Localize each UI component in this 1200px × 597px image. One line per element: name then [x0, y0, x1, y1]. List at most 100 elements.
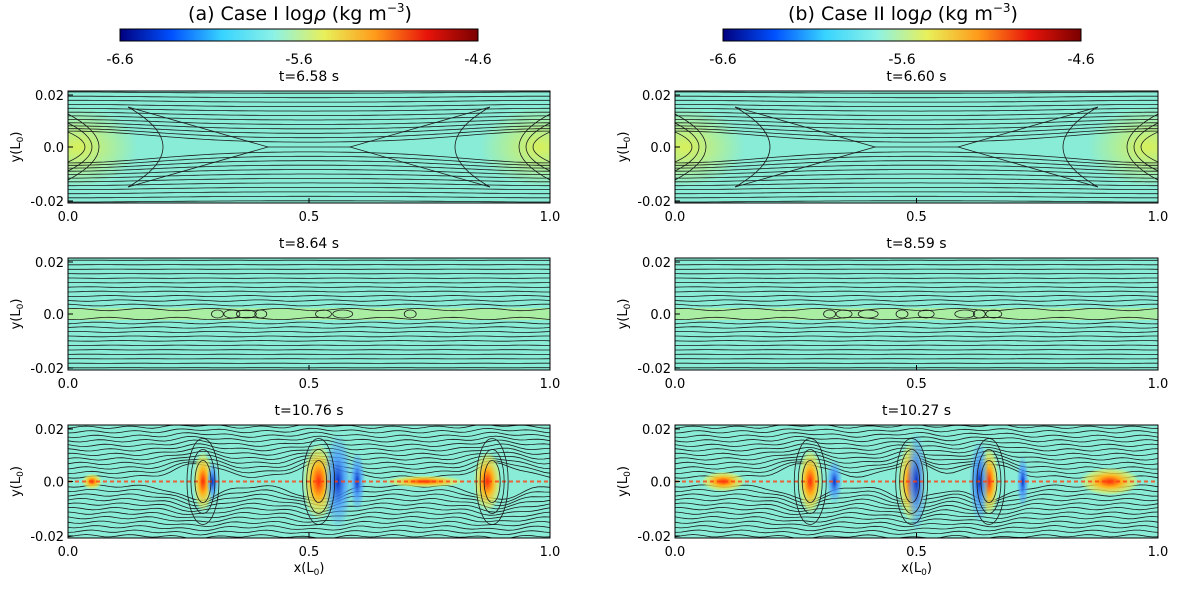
separatrix — [1126, 113, 1158, 181]
x-tick-label: 0.0 — [665, 545, 686, 560]
field-line — [68, 431, 550, 438]
field-line — [675, 321, 1158, 325]
x-axis-label: x(L0) — [901, 561, 932, 578]
field-line — [68, 160, 550, 169]
field-line — [68, 286, 550, 288]
field-line — [675, 529, 1158, 536]
field-line — [68, 111, 550, 116]
field-line — [68, 520, 550, 527]
y-tick-label: 0.0 — [650, 476, 671, 491]
plasmoid-contour — [895, 438, 929, 525]
column-a: (a) Case I logρ (kg m−3) -6.6 -5.6 -4.6 — [106, 1, 491, 68]
colorbar-a-tick-mid: -5.6 — [285, 52, 312, 68]
y-axis-label: y(L0) — [616, 132, 633, 163]
field-line — [675, 340, 1158, 342]
x-tick-label: 1.0 — [1148, 545, 1169, 560]
field-line — [675, 111, 1158, 116]
field-line — [68, 511, 550, 520]
y-tick-label: -0.02 — [637, 195, 671, 210]
panel-a-3: 0.0 0.5 1.00.020.0-0.02y(L0)x(L0)t=10.76 s — [9, 403, 560, 578]
field-lines — [675, 259, 1158, 369]
plasmoid-contour — [306, 449, 332, 514]
magnetic-island — [254, 309, 268, 319]
separatrix — [68, 131, 86, 163]
field-line — [68, 435, 550, 443]
field-line — [675, 130, 1158, 143]
field-line — [68, 321, 550, 325]
plasmoid-contour — [190, 449, 216, 514]
field-line — [675, 122, 1158, 130]
plasmoid-contour — [475, 438, 509, 525]
x-tick-label: 0.5 — [299, 210, 320, 225]
field-line — [68, 187, 550, 190]
panel-b-1: 0.0 0.5 1.00.020.0-0.02y(L0)t=6.60 s — [616, 69, 1168, 225]
colorbar-a-tick-max: -4.6 — [464, 52, 491, 68]
separatrix — [675, 113, 707, 181]
x-tick-label: 0.0 — [665, 377, 686, 392]
magnetic-island — [917, 309, 935, 319]
density-hotspot — [384, 475, 465, 488]
plasmoid-contour — [310, 460, 328, 503]
magnetic-island — [223, 309, 241, 319]
field-line — [675, 128, 1158, 139]
plasmoid-contour — [801, 460, 819, 503]
field-line — [68, 155, 550, 166]
density-coldspot — [826, 459, 843, 504]
density-blob — [675, 107, 745, 187]
field-line — [68, 331, 550, 333]
x-tick-label: 0.0 — [58, 545, 79, 560]
field-line — [675, 316, 1158, 321]
y-tick-label: 0.02 — [642, 256, 671, 271]
field-line — [68, 173, 550, 179]
separatrix — [1062, 106, 1099, 188]
plasmoid-contour — [302, 438, 336, 525]
x-axis-label: x(L0) — [294, 561, 325, 578]
x-tick-label: 1.0 — [540, 377, 561, 392]
panel-time-title: t=6.60 s — [886, 69, 946, 85]
y-axis-label: y(L0) — [9, 466, 26, 497]
field-line — [675, 286, 1158, 288]
field-line — [675, 344, 1158, 346]
separatrix — [1140, 131, 1158, 163]
field-line — [675, 299, 1158, 302]
y-tick-label: 0.0 — [43, 308, 64, 323]
field-line — [675, 331, 1158, 333]
field-line — [68, 516, 550, 523]
panel-a-1: 0.0 0.5 1.00.020.0-0.02y(L0)t=6.58 s — [9, 69, 561, 225]
magnetic-island — [972, 309, 986, 319]
separatrix — [532, 131, 550, 163]
field-line — [675, 187, 1158, 190]
field-line — [68, 182, 550, 187]
density-blob — [480, 107, 550, 187]
panel-b-2: 0.0 0.5 1.00.020.0-0.02y(L0)t=8.59 s — [616, 236, 1168, 392]
field-line — [68, 506, 550, 516]
field-line — [675, 160, 1158, 169]
field-line — [68, 178, 550, 183]
field-line — [675, 191, 1158, 195]
field-line — [68, 316, 550, 321]
field-line — [68, 125, 550, 134]
separatrix — [518, 113, 550, 181]
field-line — [675, 104, 1158, 107]
density-blob — [68, 107, 138, 187]
separatrix — [68, 113, 100, 181]
colorbar-title-b: (b) Case II logρ (kg m−3) — [788, 1, 1018, 25]
field-line — [68, 130, 550, 143]
x-tick-label: 0.0 — [58, 377, 79, 392]
x-tick-label: 1.0 — [540, 210, 561, 225]
plasmoid-contour — [186, 438, 220, 525]
y-tick-label: 0.02 — [35, 423, 64, 438]
separatrix — [1133, 122, 1158, 172]
plasmoid-contour — [972, 438, 1006, 525]
panel-time-title: t=8.59 s — [886, 236, 946, 252]
magnetic-island — [403, 309, 417, 319]
field-line — [68, 122, 550, 130]
panel-time-title: t=8.64 s — [279, 236, 339, 252]
field-line — [675, 295, 1158, 297]
field-line — [675, 303, 1158, 307]
y-axis-label: y(L0) — [9, 132, 26, 163]
separatrix — [454, 106, 491, 188]
y-tick-label: 0.02 — [35, 89, 64, 104]
field-line — [68, 151, 550, 164]
